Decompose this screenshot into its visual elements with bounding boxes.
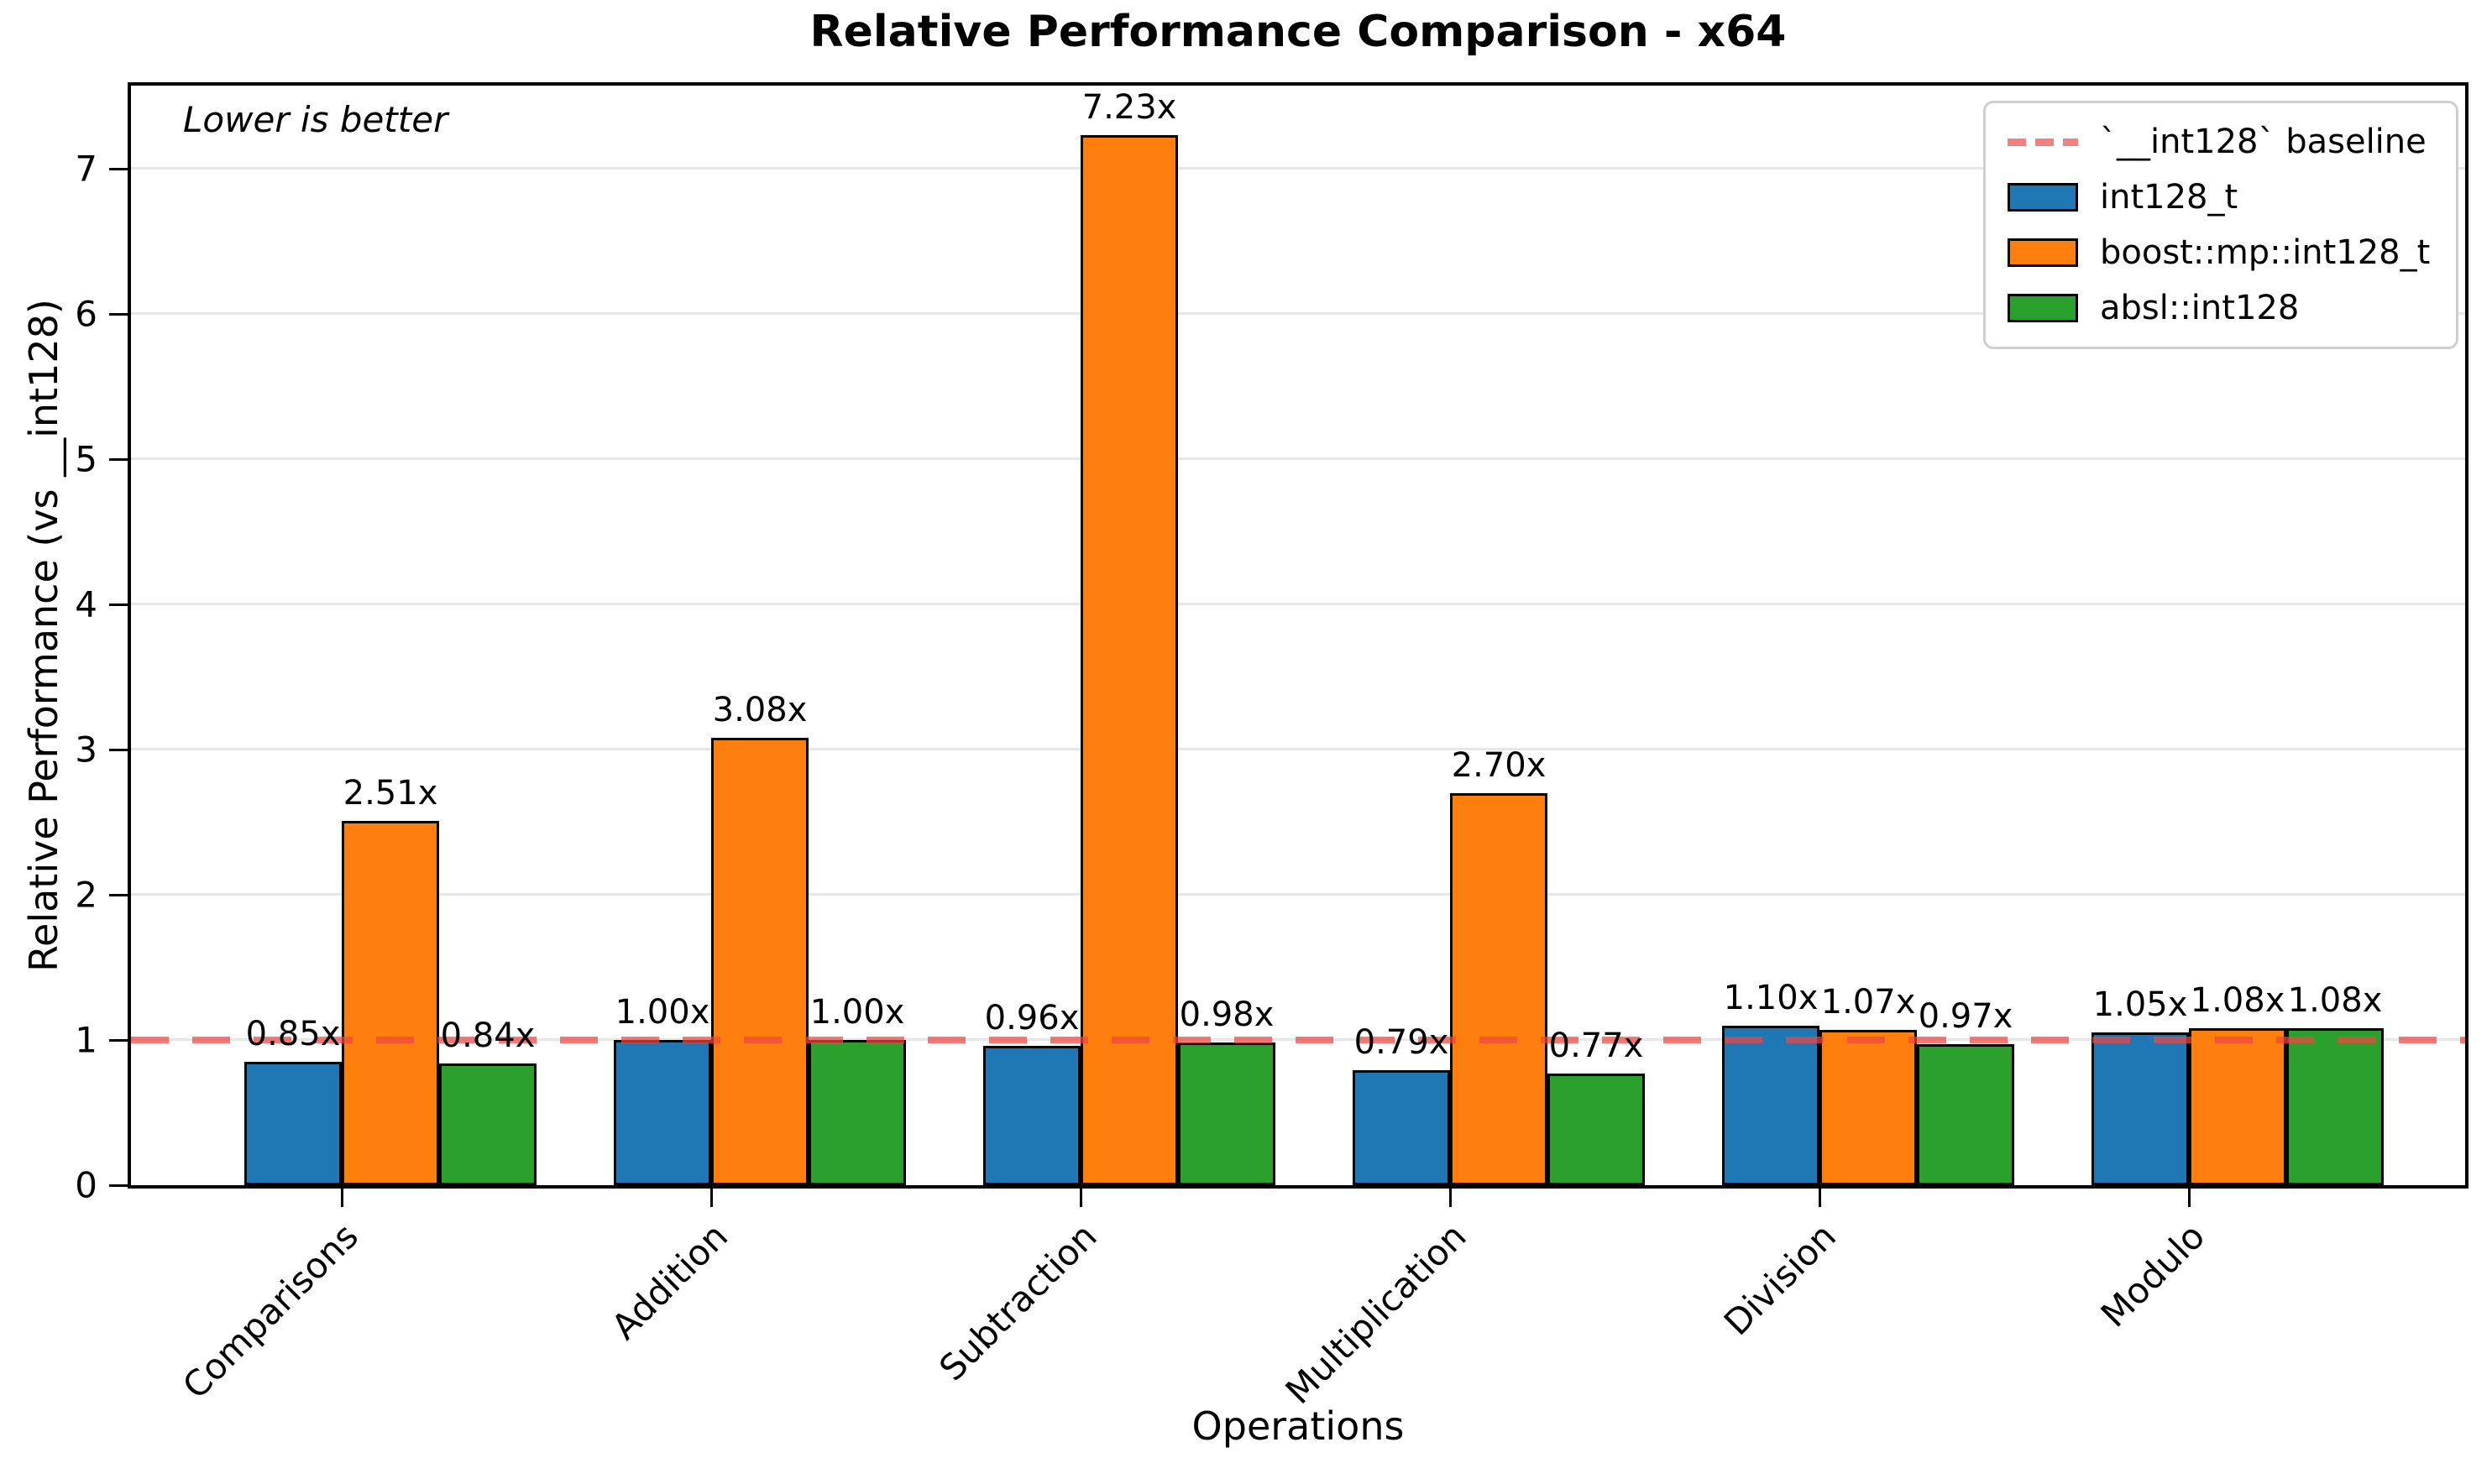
y-tick-label: 5 bbox=[75, 438, 97, 480]
bar-value-label: 1.07x bbox=[1820, 983, 1916, 1022]
bar-value-label: 0.79x bbox=[1353, 1023, 1449, 1062]
bar-boost::mp::int128_t-Modulo bbox=[2189, 1028, 2286, 1185]
bar-absl::int128-Subtraction bbox=[1178, 1042, 1275, 1185]
y-tick-mark bbox=[109, 1184, 128, 1187]
y-tick-label: 3 bbox=[75, 729, 97, 771]
chart-title: Relative Performance Comparison - x64 bbox=[809, 7, 1787, 57]
x-tick-mark bbox=[341, 1189, 343, 1207]
bar-int128_t-Subtraction bbox=[983, 1046, 1081, 1185]
x-tick-mark bbox=[1080, 1189, 1082, 1207]
bar-value-label: 0.84x bbox=[440, 1016, 536, 1055]
x-tick-label-Multiplication: Multiplication bbox=[1277, 1215, 1474, 1413]
y-tick-mark bbox=[109, 1039, 128, 1042]
y-tick-label: 6 bbox=[75, 293, 97, 335]
bar-int128_t-Multiplication bbox=[1353, 1070, 1450, 1185]
bar-absl::int128-Comparisons bbox=[439, 1063, 537, 1185]
gridline bbox=[131, 167, 2465, 170]
bar-int128_t-Comparisons bbox=[244, 1062, 342, 1185]
legend-label: absl::int128 bbox=[2100, 289, 2300, 327]
gridline bbox=[131, 893, 2465, 896]
x-tick-label-Comparisons: Comparisons bbox=[174, 1215, 366, 1407]
bar-boost::mp::int128_t-Comparisons bbox=[342, 821, 439, 1185]
y-tick-label: 7 bbox=[75, 148, 97, 190]
bar-value-label: 1.10x bbox=[1723, 979, 1819, 1017]
legend-label: int128_t bbox=[2100, 178, 2238, 217]
legend-label: boost::mp::int128_t bbox=[2100, 233, 2431, 272]
x-tick-label-Addition: Addition bbox=[603, 1215, 736, 1348]
y-tick-mark bbox=[109, 894, 128, 896]
x-tick-mark bbox=[710, 1189, 713, 1207]
y-tick-mark bbox=[109, 313, 128, 316]
bar-absl::int128-Modulo bbox=[2286, 1028, 2384, 1185]
bar-value-label: 1.00x bbox=[615, 993, 710, 1032]
x-tick-label-Modulo: Modulo bbox=[2093, 1215, 2213, 1335]
bar-value-label: 0.97x bbox=[1918, 997, 2013, 1036]
bar-absl::int128-Multiplication bbox=[1547, 1074, 1645, 1185]
baseline-dash-icon bbox=[2008, 138, 2078, 146]
bar-value-label: 0.77x bbox=[1548, 1027, 1644, 1065]
x-axis-label: Operations bbox=[1191, 1403, 1405, 1449]
y-tick-label: 4 bbox=[75, 583, 97, 625]
x-tick-mark bbox=[1449, 1189, 1452, 1207]
bar-int128_t-Addition bbox=[614, 1040, 711, 1185]
bar-value-label: 1.05x bbox=[2092, 985, 2188, 1024]
y-axis-label: Relative Performance (vs __int128) bbox=[21, 299, 66, 972]
bar-value-label: 2.51x bbox=[343, 774, 438, 813]
bar-boost::mp::int128_t-Addition bbox=[711, 738, 809, 1185]
legend-item-boost::mp::int128_t: boost::mp::int128_t bbox=[2008, 231, 2434, 274]
legend-swatch-icon bbox=[2008, 294, 2078, 322]
bar-boost::mp::int128_t-Multiplication bbox=[1450, 793, 1547, 1185]
x-tick-mark bbox=[2188, 1189, 2191, 1207]
bar-absl::int128-Division bbox=[1917, 1044, 2014, 1185]
bar-value-label: 1.08x bbox=[2287, 981, 2383, 1020]
bar-int128_t-Modulo bbox=[2092, 1032, 2189, 1185]
lower-is-better-annotation: Lower is better bbox=[183, 99, 448, 140]
gridline bbox=[131, 312, 2465, 315]
y-tick-mark bbox=[109, 749, 128, 751]
y-tick-label: 2 bbox=[75, 874, 97, 916]
bar-value-label: 1.08x bbox=[2190, 981, 2285, 1020]
bar-int128_t-Division bbox=[1722, 1026, 1819, 1185]
bar-value-label: 7.23x bbox=[1081, 88, 1177, 127]
legend-swatch-icon bbox=[2008, 238, 2078, 267]
gridline bbox=[131, 457, 2465, 460]
y-tick-label: 0 bbox=[75, 1164, 97, 1206]
gridline bbox=[131, 748, 2465, 750]
bar-value-label: 3.08x bbox=[712, 691, 808, 729]
bar-value-label: 2.70x bbox=[1451, 746, 1547, 785]
bar-absl::int128-Addition bbox=[809, 1040, 906, 1185]
legend-item-baseline: `__int128` baseline bbox=[2008, 120, 2434, 164]
x-tick-label-Division: Division bbox=[1715, 1215, 1844, 1344]
bar-value-label: 0.85x bbox=[245, 1015, 341, 1053]
x-tick-label-Subtraction: Subtraction bbox=[931, 1215, 1105, 1389]
bar-boost::mp::int128_t-Subtraction bbox=[1081, 135, 1178, 1185]
bar-value-label: 0.96x bbox=[984, 999, 1080, 1037]
legend-swatch-icon bbox=[2008, 183, 2078, 212]
legend-label: `__int128` baseline bbox=[2100, 123, 2427, 161]
gridline bbox=[131, 603, 2465, 605]
baseline-line bbox=[131, 1037, 2465, 1043]
bar-value-label: 0.98x bbox=[1179, 995, 1275, 1034]
y-tick-mark bbox=[109, 168, 128, 170]
bar-boost::mp::int128_t-Division bbox=[1819, 1030, 1917, 1185]
y-tick-mark bbox=[109, 458, 128, 461]
legend-item-absl::int128: absl::int128 bbox=[2008, 286, 2434, 330]
legend-item-int128_t: int128_t bbox=[2008, 175, 2434, 219]
y-tick-mark bbox=[109, 604, 128, 606]
bar-value-label: 1.00x bbox=[809, 993, 905, 1032]
y-tick-label: 1 bbox=[75, 1019, 97, 1061]
x-tick-mark bbox=[1819, 1189, 1821, 1207]
